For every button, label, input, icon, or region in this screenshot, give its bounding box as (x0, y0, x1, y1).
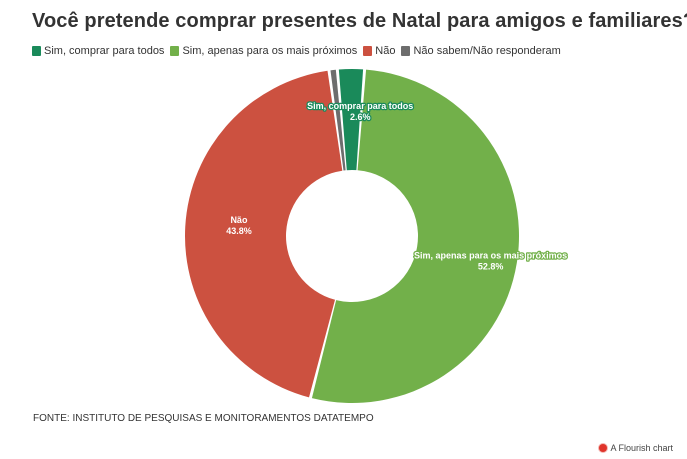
slice-label: Sim, apenas para os mais próximos 52.8% (414, 250, 567, 271)
slice-value-label: 52.8% (478, 261, 504, 271)
slice-value-label: 43.8% (226, 226, 252, 236)
slice-label: Sim, comprar para todos 2.6% (307, 101, 413, 122)
slice-value-label: 2.6% (350, 112, 371, 122)
legend-label: Não sabem/Não responderam (413, 45, 561, 57)
legend-label: Não (375, 45, 396, 57)
donut-slice[interactable] (330, 69, 346, 171)
legend-item[interactable]: Sim, comprar para todos (32, 45, 164, 57)
source-note: FONTE: INSTITUTO DE PESQUISAS E MONITORA… (33, 413, 374, 424)
slice-category-label: Não (230, 215, 248, 225)
legend-item[interactable]: Sim, apenas para os mais próximos (170, 45, 357, 57)
legend-label: Sim, apenas para os mais próximos (182, 45, 358, 57)
chart-title: Você pretende comprar presentes de Natal… (32, 10, 687, 32)
slice-category-label: Sim, comprar para todos (307, 101, 413, 111)
legend-item[interactable]: Não sabem/Não responderam (401, 45, 561, 57)
credit-text: A Flourish chart (610, 443, 673, 453)
legend-swatch (170, 46, 180, 56)
donut-slice[interactable] (311, 69, 520, 404)
slice-label: Não 43.8% (226, 215, 252, 236)
legend-swatch (32, 46, 41, 56)
legend: Sim, comprar para todos Sim, apenas para … (32, 45, 561, 57)
donut-slice[interactable] (185, 70, 343, 398)
flourish-credit[interactable]: A Flourish chart (599, 443, 673, 453)
legend-label: Sim, comprar para todos (44, 45, 165, 57)
legend-swatch (363, 46, 373, 56)
slice-category-label: Sim, apenas para os mais próximos (414, 250, 567, 260)
flourish-logo-icon (599, 444, 608, 452)
legend-swatch (401, 46, 411, 56)
legend-item[interactable]: Não (363, 45, 395, 57)
donut-slice[interactable] (338, 69, 364, 171)
